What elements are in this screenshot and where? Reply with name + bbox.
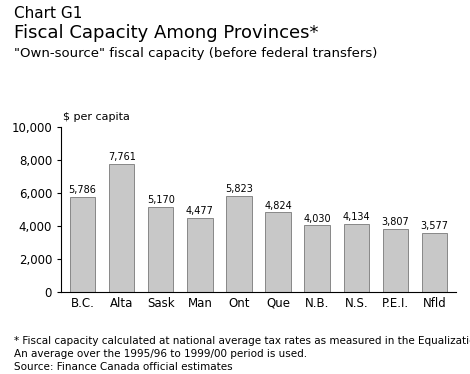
Text: 4,477: 4,477 [186, 206, 214, 217]
Text: 3,807: 3,807 [382, 217, 409, 227]
Bar [266, 212, 291, 292]
Text: 5,823: 5,823 [225, 184, 253, 194]
Bar [226, 196, 251, 292]
Bar [187, 218, 212, 292]
Text: 5,786: 5,786 [69, 185, 96, 195]
Text: * Fiscal capacity calculated at national average tax rates as measured in the Eq: * Fiscal capacity calculated at national… [14, 336, 470, 346]
Bar [70, 196, 95, 292]
Text: Chart G1: Chart G1 [14, 6, 82, 21]
Text: 4,134: 4,134 [343, 212, 370, 222]
Bar [305, 226, 330, 292]
Text: Fiscal Capacity Among Provinces*: Fiscal Capacity Among Provinces* [14, 24, 319, 42]
Bar [148, 207, 173, 292]
Bar [344, 224, 369, 292]
Text: Source: Finance Canada official estimates: Source: Finance Canada official estimate… [14, 362, 233, 372]
Bar [383, 229, 408, 292]
Text: "Own-source" fiscal capacity (before federal transfers): "Own-source" fiscal capacity (before fed… [14, 47, 377, 60]
Text: $ per capita: $ per capita [63, 112, 130, 122]
Text: 7,761: 7,761 [108, 152, 136, 162]
Bar [109, 164, 134, 292]
Text: 5,170: 5,170 [147, 195, 175, 205]
Text: An average over the 1995/96 to 1999/00 period is used.: An average over the 1995/96 to 1999/00 p… [14, 349, 307, 359]
Text: 3,577: 3,577 [420, 221, 448, 231]
Text: 4,824: 4,824 [264, 201, 292, 211]
Text: 4,030: 4,030 [303, 214, 331, 224]
Bar [422, 233, 447, 292]
